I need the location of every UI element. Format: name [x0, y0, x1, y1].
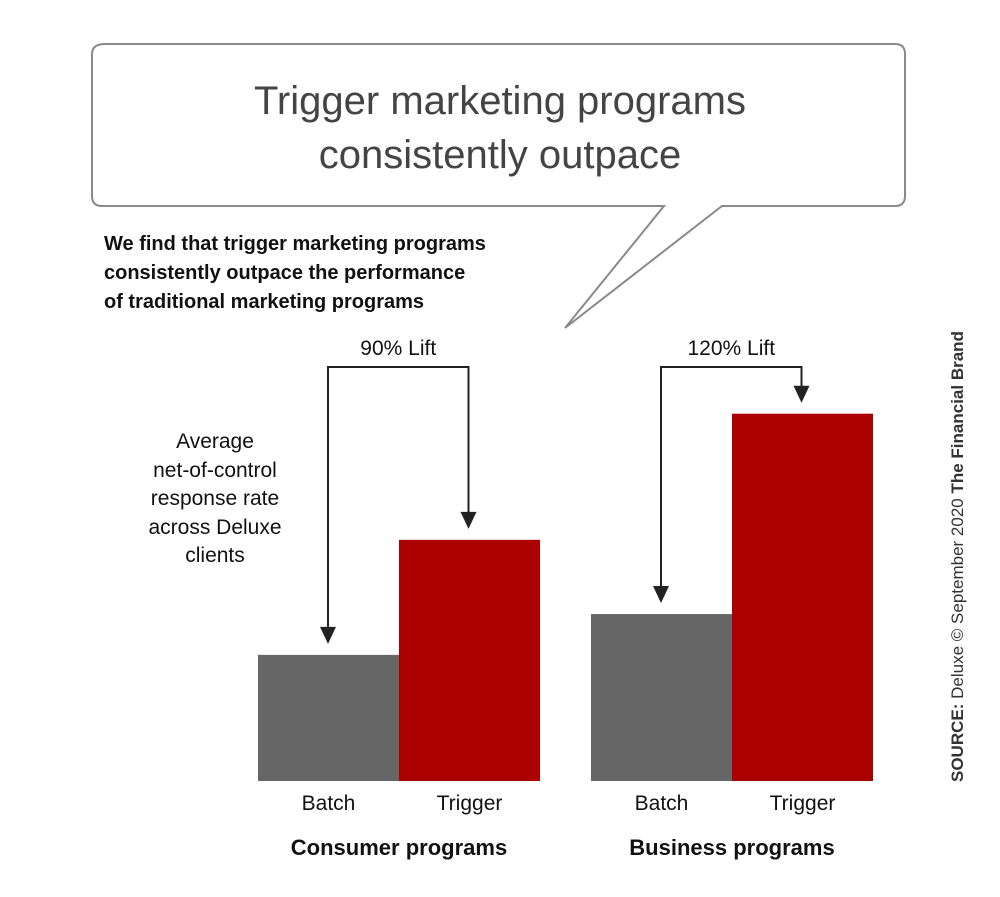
subtitle: We find that trigger marketing programs …	[104, 230, 574, 317]
group-label: Consumer programs	[291, 835, 507, 860]
subtitle-line-1: We find that trigger marketing programs	[104, 233, 486, 255]
lift-arrow-line	[327, 366, 470, 629]
arrow-head-icon	[793, 385, 810, 403]
lift-label: 120% Lift	[687, 337, 775, 360]
headline-line-2: consistently outpace	[318, 133, 682, 177]
arrow-head-icon	[460, 511, 477, 529]
bar-chart: Batch Trigger Consumer programs 90% Lift Bat…	[258, 337, 873, 860]
x-tick-label: Trigger	[770, 792, 836, 815]
arrow-head-icon	[653, 586, 669, 604]
lift-arrow-line	[660, 366, 803, 589]
y-axis-label-line-3: response rate	[150, 487, 280, 510]
y-axis-label-line-2: net-of-control	[153, 458, 277, 482]
arrow-head-icon	[320, 626, 336, 644]
source-text: Deluxe © September 2020	[948, 498, 967, 699]
headline: Trigger marketing programs consistently …	[150, 74, 850, 182]
y-axis-label-line-4: across Deluxe	[148, 515, 282, 539]
source-label: SOURCE:	[948, 703, 967, 782]
headline-line-1: Trigger marketing programs	[253, 79, 746, 123]
subtitle-line-3: of traditional marketing programs	[104, 291, 425, 313]
subtitle-line-2: consistently outpace the performance	[104, 262, 466, 284]
bar-trigger-consumer	[399, 539, 540, 781]
bar-trigger-business	[732, 413, 873, 781]
x-tick-label: Batch	[302, 792, 356, 815]
x-tick-label: Trigger	[437, 792, 503, 815]
y-axis-label-line-1: Average	[176, 430, 254, 453]
group-label: Business programs	[629, 835, 834, 860]
speech-bubble-outline	[91, 43, 906, 329]
x-tick-label: Batch	[635, 792, 689, 815]
bar-batch-consumer	[258, 654, 399, 781]
y-axis-label: Average net-of-control response rate acr…	[100, 428, 330, 571]
source-brand: The Financial Brand	[948, 331, 967, 494]
lift-label: 90% Lift	[360, 337, 436, 360]
source-credit: SOURCE: Deluxe © September 2020 The Fina…	[948, 331, 968, 782]
y-axis-label-line-5: clients	[185, 544, 245, 567]
speech-bubble	[91, 43, 906, 329]
bar-batch-business	[591, 614, 732, 781]
